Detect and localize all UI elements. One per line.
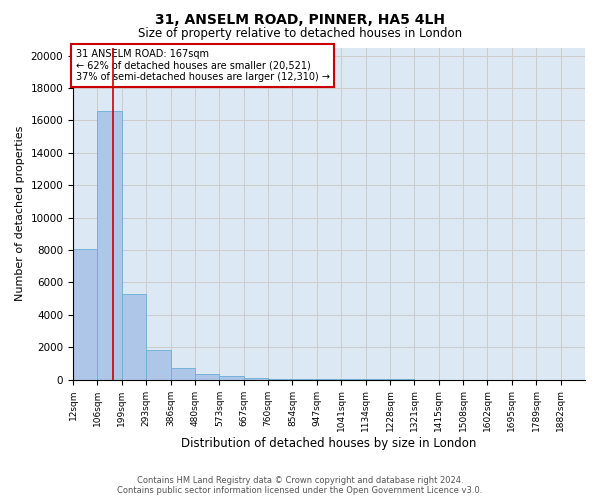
Text: 31, ANSELM ROAD, PINNER, HA5 4LH: 31, ANSELM ROAD, PINNER, HA5 4LH (155, 12, 445, 26)
Text: Size of property relative to detached houses in London: Size of property relative to detached ho… (138, 28, 462, 40)
Bar (97, 110, 122, 380)
Bar (146, 350, 170, 380)
Bar (220, 376, 244, 380)
Bar (268, 378, 292, 380)
Text: 31 ANSELM ROAD: 167sqm
← 62% of detached houses are smaller (20,521)
37% of semi: 31 ANSELM ROAD: 167sqm ← 62% of detached… (76, 49, 329, 82)
Bar (122, 294, 146, 380)
Bar (73, 249, 97, 380)
Bar (244, 378, 268, 380)
Bar (292, 379, 317, 380)
Y-axis label: Number of detached properties: Number of detached properties (15, 126, 25, 301)
Text: Contains HM Land Registry data © Crown copyright and database right 2024.
Contai: Contains HM Land Registry data © Crown c… (118, 476, 482, 495)
Bar (170, 368, 195, 380)
X-axis label: Distribution of detached houses by size in London: Distribution of detached houses by size … (181, 437, 477, 450)
Bar (195, 374, 220, 380)
